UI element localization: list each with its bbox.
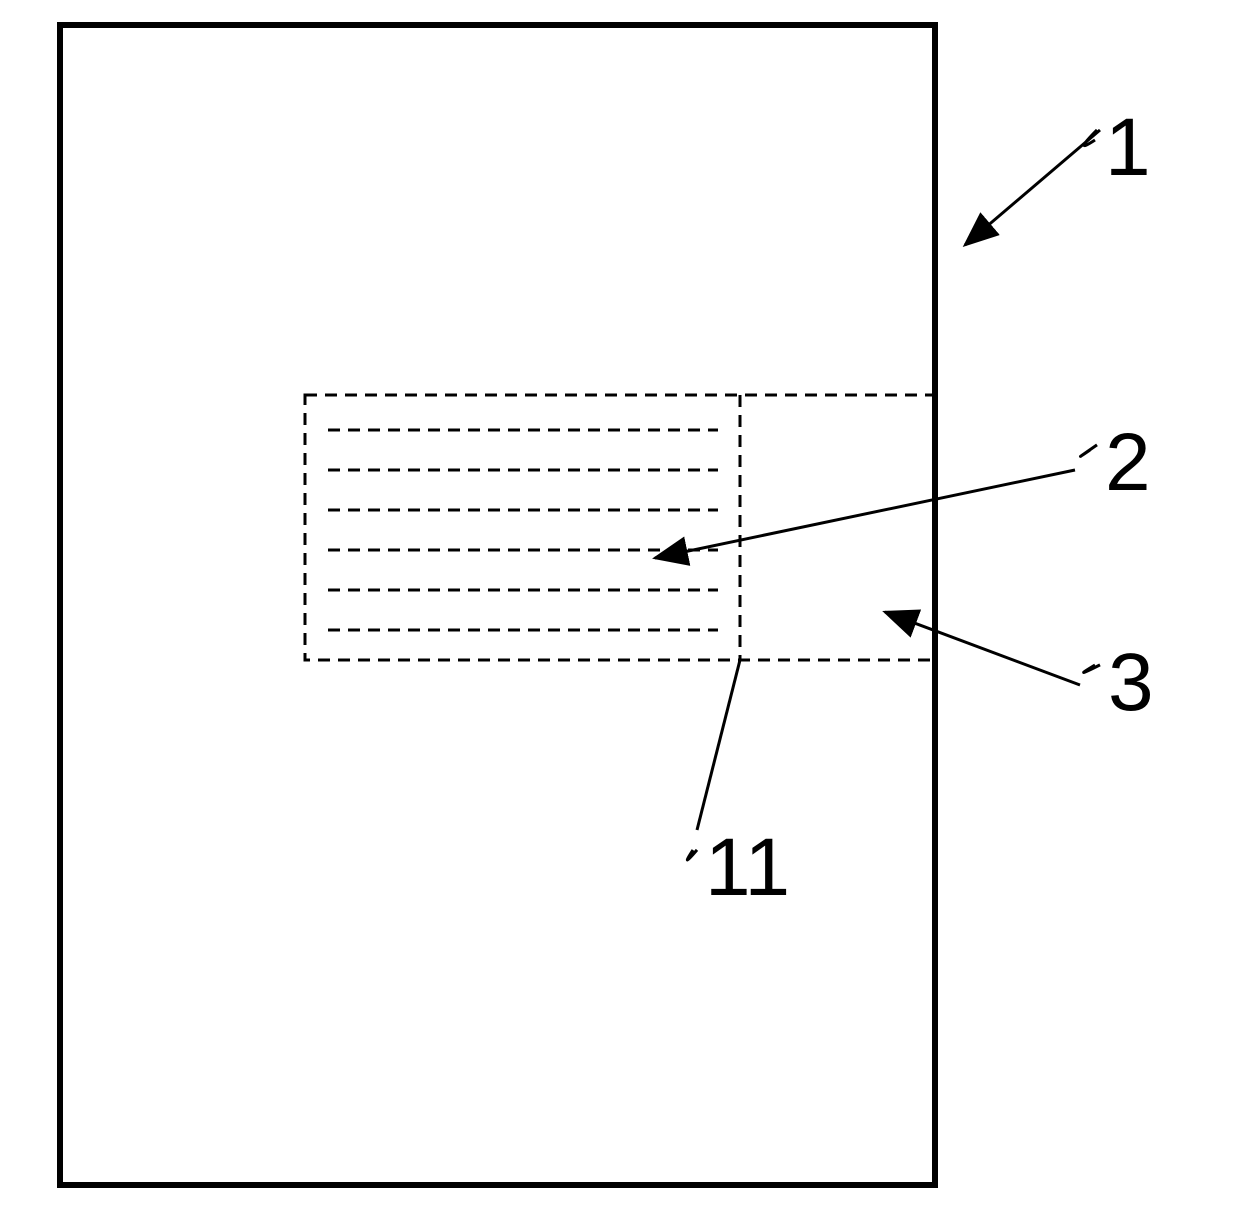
label-3: 3: [1108, 637, 1154, 728]
inner-dashed-box: [305, 395, 935, 660]
outer-box: [60, 25, 935, 1185]
technical-diagram: 1 2 3 11: [0, 0, 1240, 1205]
label-11: 11: [705, 822, 790, 913]
label-1: 1: [1105, 102, 1151, 193]
leader-hook-label-2: [1081, 445, 1097, 457]
leader-hook-label-3: [1084, 665, 1100, 673]
label-2: 2: [1105, 417, 1151, 508]
leader-arrow-label-2: [655, 470, 1075, 558]
leader-arrow-label-3: [885, 612, 1080, 685]
leader-hook-label-11: [687, 850, 697, 860]
leader-arrow-label-1: [965, 130, 1100, 245]
leader-line-label-11: [697, 660, 740, 830]
